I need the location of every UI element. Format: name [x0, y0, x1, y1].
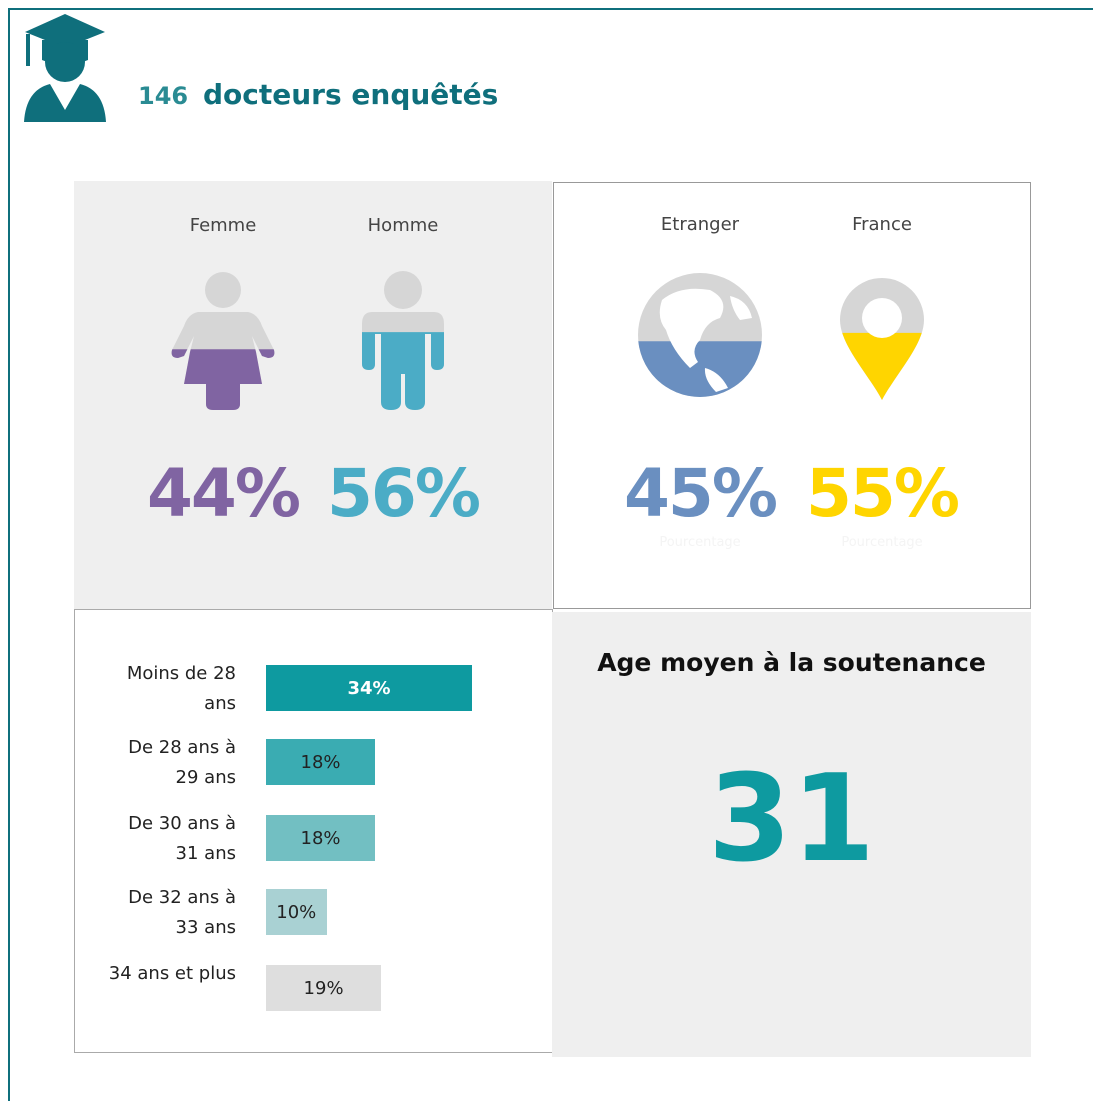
value-label: 18% — [300, 827, 341, 849]
percentage: 56% — [327, 455, 481, 532]
average-age-value: 31 — [708, 750, 875, 889]
category-label: De 32 ans à 33 ans — [128, 887, 236, 938]
average-age-panel — [552, 612, 1031, 1057]
bar: 18% — [266, 739, 376, 785]
category-label: Moins de 28 ans — [126, 663, 236, 714]
bar: 19% — [266, 965, 382, 1011]
title: docteurs enquêtés — [203, 78, 499, 111]
bar: 34% — [266, 665, 473, 711]
value-label: 18% — [300, 751, 341, 773]
bar: 18% — [266, 815, 376, 861]
icon-label: France — [852, 214, 912, 235]
value-label: 10% — [276, 901, 317, 923]
category-label: De 28 ans à 29 ans — [128, 737, 236, 788]
continents — [659, 288, 752, 392]
value-label: 19% — [303, 977, 344, 999]
caption: Pourcentage — [841, 535, 923, 550]
pin-hole — [862, 298, 902, 338]
frame — [8, 8, 1093, 1101]
percentage: 45% — [624, 455, 778, 532]
percentage: 55% — [806, 455, 960, 532]
average-age-title: Age moyen à la soutenance — [597, 648, 986, 677]
gender-panel — [74, 181, 552, 609]
category-label: De 30 ans à 31 ans — [128, 813, 236, 864]
caption: Pourcentage — [659, 535, 741, 550]
percentage: 44% — [147, 455, 301, 532]
count: 146 — [138, 82, 189, 110]
value-label: 34% — [347, 677, 391, 699]
bar: 10% — [266, 889, 327, 935]
origin-panel — [553, 182, 1031, 609]
graduate-icon — [24, 14, 106, 122]
icon-label: Homme — [367, 215, 439, 236]
icon-label: Femme — [189, 215, 257, 236]
icon-label: Etranger — [660, 214, 740, 235]
category-label: 34 ans et plus — [108, 963, 236, 984]
